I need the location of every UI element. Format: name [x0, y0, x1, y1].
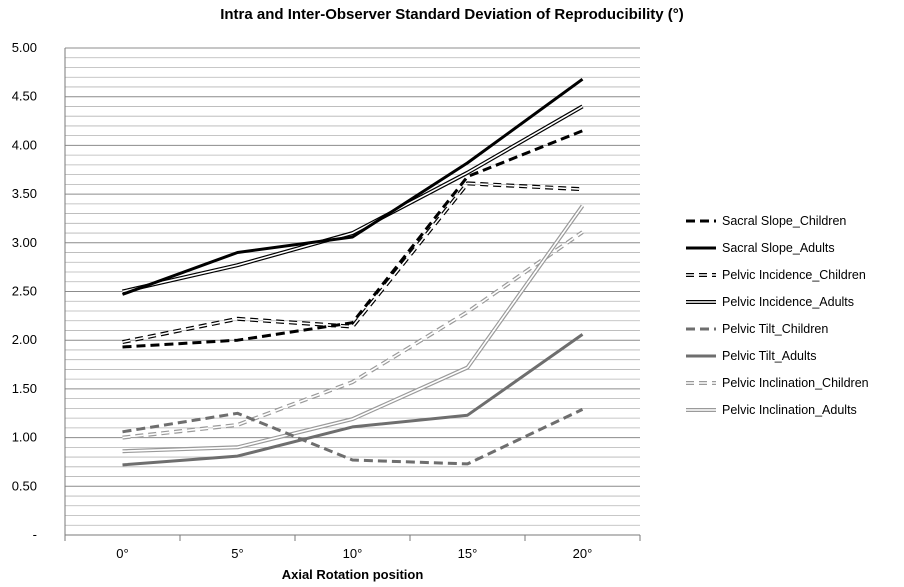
x-tick-label: 10° — [343, 546, 363, 561]
y-tick-label: 5.00 — [12, 40, 37, 55]
series-sacral-slope-children — [122, 129, 584, 349]
y-tick-label: 2.00 — [12, 332, 37, 347]
x-tick-label: 20° — [573, 546, 593, 561]
series-pelvic-inclination-children — [122, 230, 584, 440]
y-tick-label: 3.50 — [12, 186, 37, 201]
legend-label: Pelvic Tilt_Children — [722, 322, 829, 336]
series-line — [122, 408, 584, 466]
legend-label: Sacral Slope_Children — [722, 214, 847, 229]
legend-item: Pelvic Tilt_Adults — [684, 342, 904, 369]
series-line-inner — [122, 182, 583, 343]
legend-swatch — [686, 407, 716, 412]
legend-item: Pelvic Incidence_Children — [684, 262, 904, 289]
legend-swatch — [686, 327, 716, 331]
legend-item: Sacral Slope_Children — [684, 208, 904, 235]
legend-label: Pelvic Tilt_Adults — [722, 348, 817, 363]
legend-swatch — [686, 300, 716, 305]
x-tick-label: 5° — [231, 546, 243, 561]
series-line — [122, 104, 584, 294]
legend-item: Pelvic Inclination_Children — [684, 369, 904, 396]
series-pelvic-tilt-children — [122, 408, 584, 466]
legend-item: Sacral Slope_Adults — [684, 235, 904, 262]
legend-swatch — [686, 354, 716, 358]
series-line — [122, 333, 584, 467]
legend-item: Pelvic Inclination_Adults — [684, 396, 904, 423]
y-tick-label: 1.00 — [12, 430, 37, 445]
y-tick-label: 1.50 — [12, 381, 37, 396]
y-tick-label: 0.50 — [12, 478, 37, 493]
x-tick-label: 15° — [458, 546, 478, 561]
y-tick-label: 4.00 — [12, 137, 37, 152]
legend-label: Pelvic Inclination_Children — [722, 375, 869, 390]
series-pelvic-incidence-children — [122, 181, 583, 345]
legend-swatch — [686, 219, 716, 223]
series-line-inner — [122, 105, 583, 293]
x-axis-title: Axial Rotation position — [281, 567, 424, 582]
legend-item: Pelvic Incidence_Adults — [684, 289, 904, 316]
series-line — [122, 129, 584, 349]
series-line — [122, 230, 584, 440]
legend-swatch — [686, 380, 716, 385]
y-tick-label: 2.50 — [12, 284, 37, 299]
series-sacral-slope-adults — [121, 77, 584, 296]
legend: Sacral Slope_Children Sacral Slope_Adults… — [684, 208, 904, 423]
legend-swatch — [686, 273, 716, 278]
y-tick-label: 4.50 — [12, 89, 37, 104]
chart-title: Intra and Inter-Observer Standard Deviat… — [220, 6, 684, 23]
legend-label: Pelvic Incidence_Children — [722, 268, 866, 283]
series-line — [121, 77, 584, 296]
series-line-inner — [122, 231, 583, 439]
y-tick-label: 3.00 — [12, 235, 37, 250]
series-line — [122, 181, 583, 345]
legend-label: Pelvic Inclination_Adults — [722, 402, 857, 417]
series-line-inner — [122, 205, 584, 452]
legend-swatch — [686, 246, 716, 250]
series-pelvic-tilt-adults — [122, 333, 584, 467]
legend-label: Sacral Slope_Adults — [722, 241, 835, 256]
y-tick-label: - — [33, 527, 37, 542]
series-pelvic-inclination-adults — [122, 204, 585, 454]
x-tick-label: 0° — [116, 546, 128, 561]
gridlines — [65, 47, 640, 526]
legend-label: Pelvic Incidence_Adults — [722, 295, 855, 310]
series-pelvic-incidence-adults — [122, 104, 584, 294]
legend-item: Pelvic Tilt_Children — [684, 316, 904, 343]
